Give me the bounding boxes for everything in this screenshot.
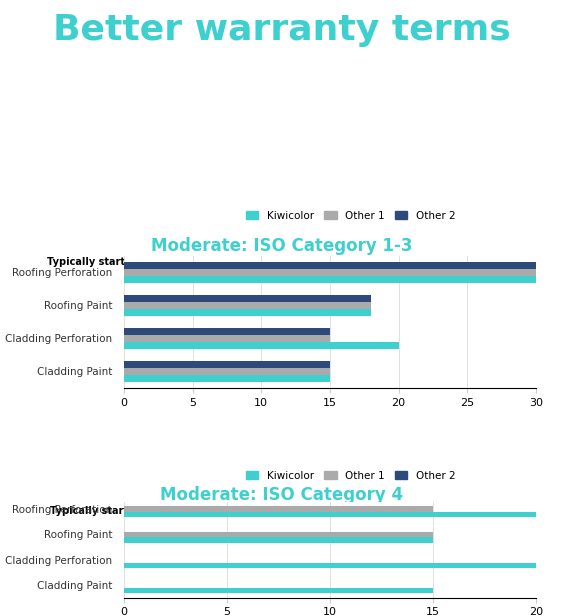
Bar: [124, 328, 330, 334]
Bar: [124, 269, 536, 276]
Bar: [124, 309, 371, 316]
Bar: [124, 335, 330, 342]
Bar: [124, 302, 371, 309]
Bar: [124, 368, 330, 375]
Bar: [124, 342, 399, 349]
Bar: [124, 512, 536, 517]
Text: Typically starts between 500 – 1000 m from breaking surf  such as on exposed coa: Typically starts between 500 – 1000 m fr…: [47, 257, 517, 267]
Bar: [124, 588, 433, 593]
Text: Moderate: ISO Category 4: Moderate: ISO Category 4: [160, 486, 404, 504]
Bar: [124, 506, 433, 512]
Bar: [124, 532, 433, 537]
Legend: Kiwicolor, Other 1, Other 2: Kiwicolor, Other 1, Other 2: [246, 471, 455, 481]
Bar: [124, 375, 330, 382]
Legend: Kiwicolor, Other 1, Other 2: Kiwicolor, Other 1, Other 2: [246, 211, 455, 221]
Bar: [124, 276, 536, 283]
Text: Typically starts between 100 – 500 m from breaking surf  such as on exposed coas: Typically starts between 100 – 500 m fro…: [50, 506, 514, 516]
Bar: [124, 294, 371, 302]
Bar: [124, 562, 536, 568]
Bar: [124, 262, 536, 269]
Bar: [124, 360, 330, 368]
Text: Better warranty terms: Better warranty terms: [53, 14, 511, 47]
Text: Moderate: ISO Category 1-3: Moderate: ISO Category 1-3: [151, 237, 413, 254]
Bar: [124, 537, 433, 543]
